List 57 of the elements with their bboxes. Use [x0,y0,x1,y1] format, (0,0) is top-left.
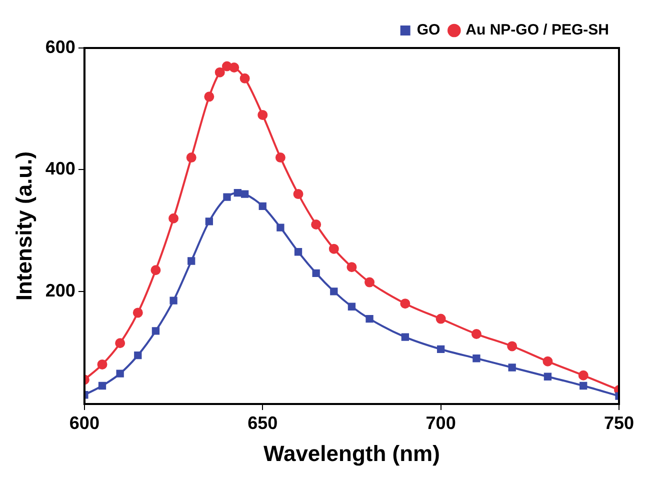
point [186,152,196,163]
point [471,329,482,340]
point [229,62,240,72]
point [401,333,409,341]
point [168,213,179,224]
legend-label: Au NP-GO / PEG-SH [466,22,609,39]
point [330,288,338,296]
y-axis-title: Intensity (a.u.) [11,151,36,301]
point [400,298,410,309]
point [328,244,339,254]
point [97,359,108,370]
point [294,248,302,256]
point [436,314,446,324]
point [98,382,106,390]
point [223,193,231,201]
point [472,354,480,362]
point [116,370,124,378]
point [258,110,268,120]
point [508,364,516,372]
x-tick-label: 700 [426,412,456,433]
x-axis-title: Wavelength (nm) [264,440,440,466]
point [436,345,445,354]
point [276,224,284,232]
point [346,262,357,272]
point [275,152,286,163]
point [240,190,249,198]
point [293,189,304,200]
x-tick-label: 600 [69,412,100,433]
y-tick-label: 600 [45,36,76,57]
point [115,338,126,348]
point [366,314,374,323]
point [205,218,213,226]
x-tick-label: 650 [248,412,278,433]
point [311,219,322,230]
point [312,269,320,277]
point [364,277,375,288]
point [150,265,161,276]
point [188,257,196,265]
point [132,308,143,318]
point [544,372,552,380]
legend-label: GO [416,22,440,39]
x-tick-label: 750 [604,412,634,433]
point [507,341,518,352]
point [240,73,250,84]
y-tick-label: 200 [45,280,76,300]
point [348,302,356,310]
point [204,92,214,102]
point [258,202,266,210]
point [234,189,242,197]
point [134,351,142,360]
y-tick-label: 400 [45,158,76,179]
point [152,327,160,335]
point [580,382,588,390]
point [542,356,553,366]
point [170,296,178,304]
point [214,67,225,78]
point [578,370,588,380]
